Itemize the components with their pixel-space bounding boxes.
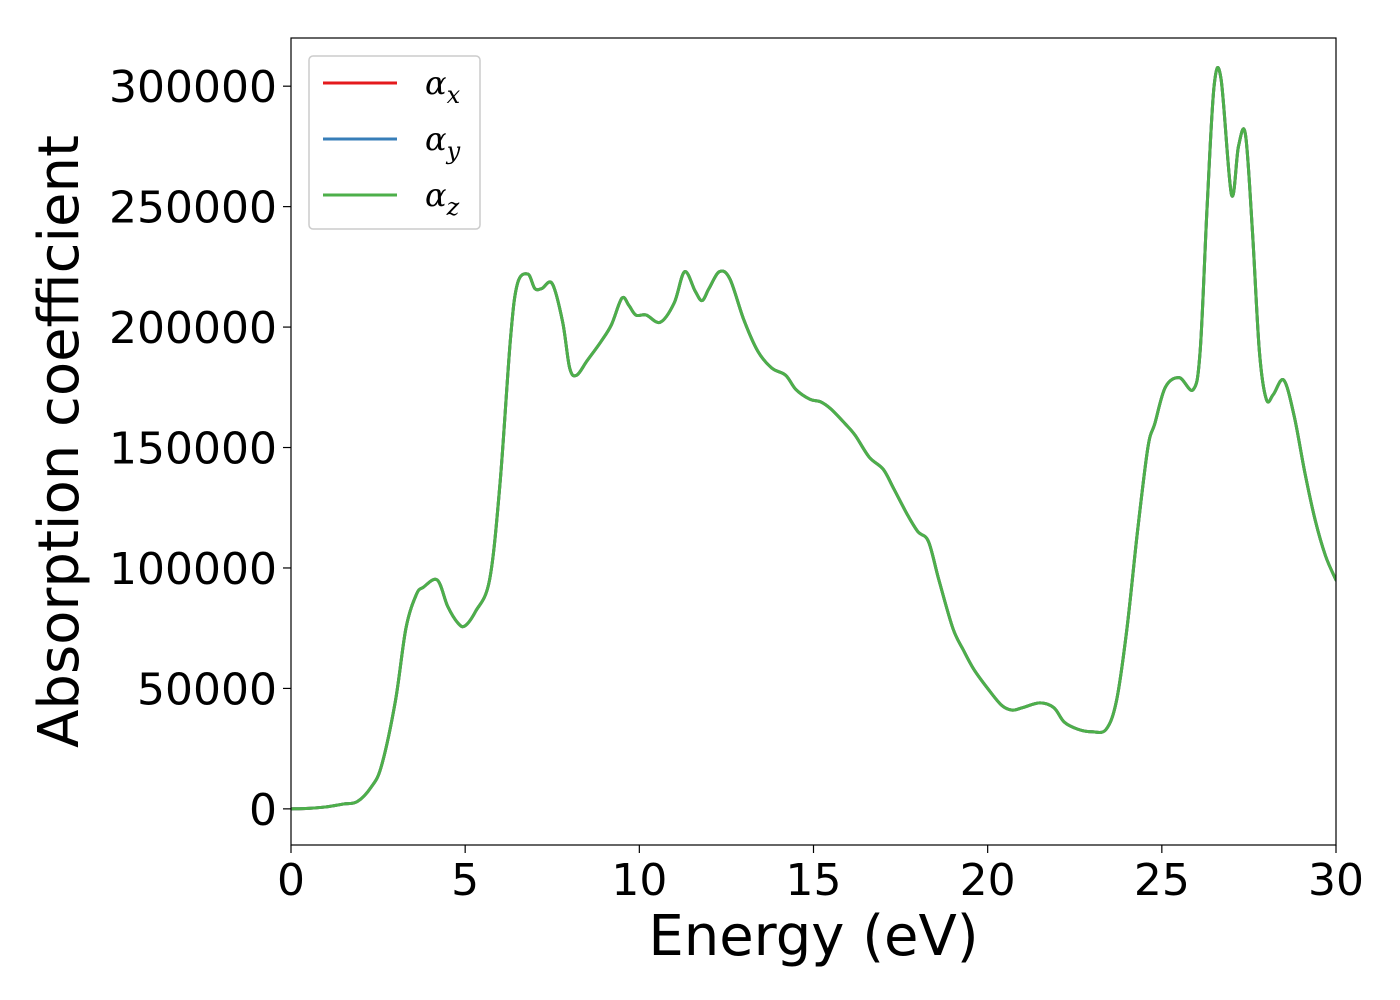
x-axis-title: Energy (eV): [648, 904, 978, 969]
legend-items: αx αy αz: [323, 64, 461, 221]
y-tick-label: 300000: [109, 62, 277, 113]
series-layer: [291, 66, 1336, 811]
x-tick-label: 5: [451, 855, 479, 906]
legend-label-0: αx: [425, 64, 461, 109]
x-tick-label: 0: [277, 855, 305, 906]
y-tick-label: 200000: [109, 303, 277, 354]
y-tick-label: 0: [249, 785, 277, 836]
legend-label-2: αz: [425, 176, 460, 221]
tick-layer: 0 5 10 15 20 25 30 0 50000 100000 150000 200000 2500…: [109, 62, 1364, 906]
x-tick-label: 10: [611, 855, 667, 906]
y-tick-label: 100000: [109, 544, 277, 595]
y-tick-label: 250000: [109, 183, 277, 234]
x-tick-label: 30: [1308, 855, 1364, 906]
x-tick-label: 20: [960, 855, 1016, 906]
series-line-2: [291, 66, 1336, 811]
legend-box: [308, 55, 481, 230]
legend: αx αy αz: [308, 55, 481, 230]
legend-label-1: αy: [425, 120, 461, 165]
x-tick-label: 25: [1134, 855, 1190, 906]
x-tick-label: 15: [786, 855, 842, 906]
y-tick-label: 50000: [137, 664, 277, 715]
y-tick-label: 150000: [109, 424, 277, 475]
y-axis-title: Absorption coefficient: [27, 135, 92, 748]
